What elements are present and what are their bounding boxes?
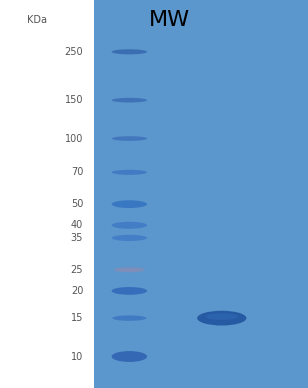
Text: 150: 150 xyxy=(65,95,83,105)
Ellipse shape xyxy=(197,311,246,326)
Ellipse shape xyxy=(111,170,147,175)
Ellipse shape xyxy=(112,315,146,321)
Text: 250: 250 xyxy=(65,47,83,57)
Text: 20: 20 xyxy=(71,286,83,296)
Text: KDa: KDa xyxy=(27,15,47,25)
Ellipse shape xyxy=(111,235,147,241)
Ellipse shape xyxy=(111,200,147,208)
Ellipse shape xyxy=(111,136,147,141)
Ellipse shape xyxy=(111,287,147,295)
Text: 100: 100 xyxy=(65,133,83,144)
Ellipse shape xyxy=(111,351,147,362)
Bar xyxy=(94,0,308,388)
Ellipse shape xyxy=(111,98,147,102)
Text: 25: 25 xyxy=(71,265,83,275)
Ellipse shape xyxy=(206,313,238,320)
Ellipse shape xyxy=(111,49,147,54)
Ellipse shape xyxy=(114,267,145,272)
Text: 50: 50 xyxy=(71,199,83,209)
Text: 35: 35 xyxy=(71,233,83,243)
Text: 10: 10 xyxy=(71,352,83,362)
Text: 40: 40 xyxy=(71,220,83,230)
Text: 70: 70 xyxy=(71,167,83,177)
Text: MW: MW xyxy=(149,10,190,30)
Text: 15: 15 xyxy=(71,313,83,323)
Ellipse shape xyxy=(111,222,147,229)
